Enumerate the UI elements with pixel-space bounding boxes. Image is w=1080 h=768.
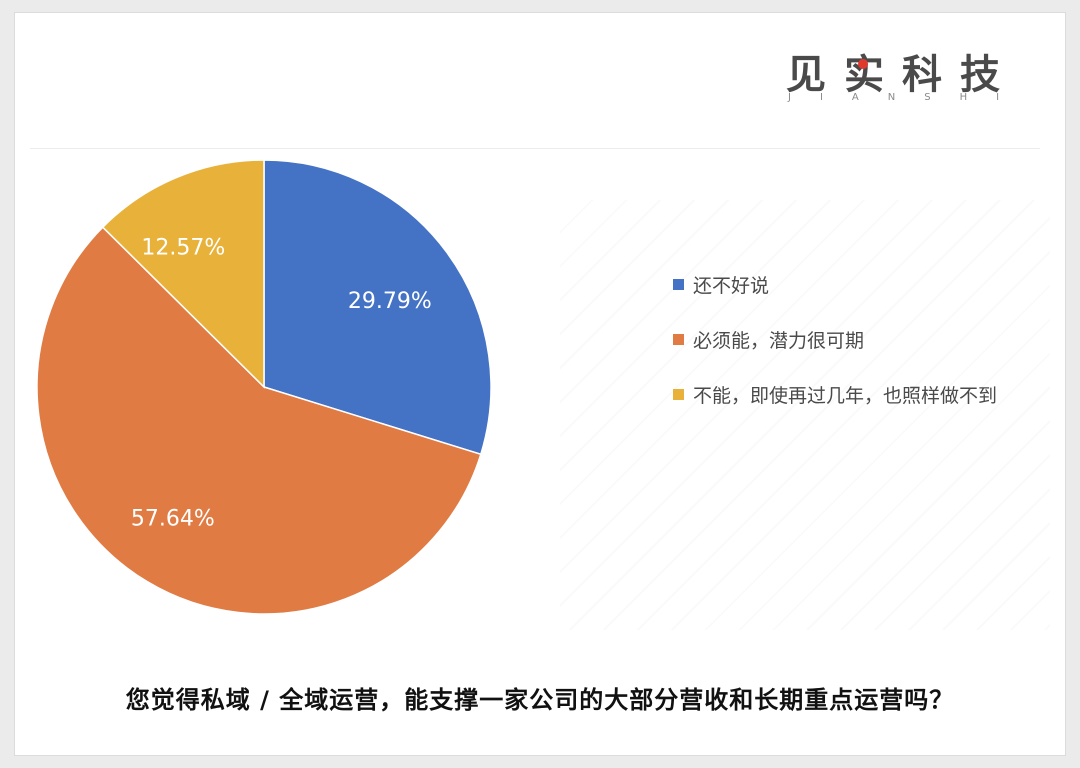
legend-item-2: 必须能，潜力很可期 [673, 325, 1053, 353]
slice-data-label-1: 29.79% [348, 289, 432, 314]
brand-name: 见实科技 [786, 52, 1018, 98]
brand-subtitle: JIANSHI [788, 92, 1029, 103]
pie-slice-3 [101, 159, 265, 389]
legend-swatch [673, 388, 684, 400]
legend-label: 必须能，潜力很可期 [693, 329, 865, 352]
slice-data-label-3: 12.57% [141, 236, 225, 261]
legend-swatch [673, 333, 684, 345]
chart-legend: 还不好说必须能，潜力很可期不能，即使再过几年，也照样做不到 [673, 270, 1053, 435]
legend-swatch [673, 278, 684, 290]
logo-dot-icon [858, 59, 868, 69]
chart-title: 您觉得私域 / 全域运营，能支撑一家公司的大部分营收和长期重点运营吗？ [125, 686, 955, 714]
pie-slice-2 [36, 226, 482, 615]
legend-item-1: 还不好说 [673, 270, 1053, 298]
background-pattern [560, 200, 1050, 630]
pie-slice-1 [263, 159, 492, 456]
brand-logo: 见实科技 JIANSHI [786, 42, 1016, 112]
header-divider [30, 148, 1040, 149]
legend-item-3: 不能，即使再过几年，也照样做不到 [673, 380, 1053, 408]
legend-label: 还不好说 [693, 274, 770, 297]
legend-label: 不能，即使再过几年，也照样做不到 [693, 384, 998, 407]
slice-data-label-2: 57.64% [131, 507, 215, 532]
